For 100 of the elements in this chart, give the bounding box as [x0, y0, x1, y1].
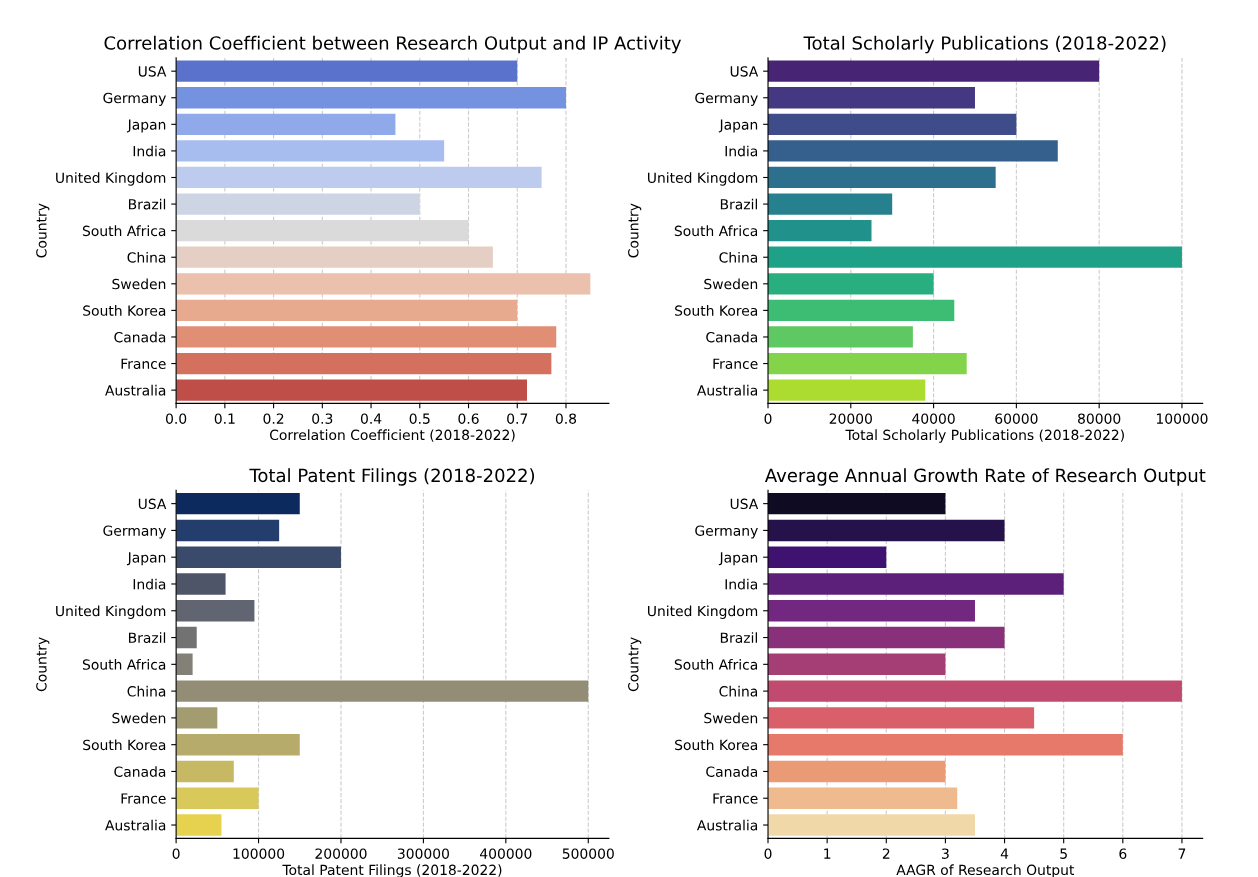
chart-title: Total Scholarly Publications (2018-2022) — [803, 35, 1166, 54]
y-tick-label: Japan — [126, 119, 166, 133]
x-tick-label: 0.5 — [409, 413, 430, 424]
bar — [176, 140, 445, 162]
y-tick-label: Brazil — [129, 632, 166, 644]
x-tick-label: 0.0 — [165, 413, 187, 424]
x-tick-label: 0 — [764, 413, 772, 424]
x-tick-label: 3 — [942, 848, 949, 859]
y-tick-label: South Korea — [675, 739, 758, 751]
chart-title: Total Patent Filings (2018-2022) — [249, 468, 535, 486]
y-tick-label: Sweden — [704, 278, 758, 290]
y-tick-label: South Africa — [82, 225, 166, 237]
y-tick-label: USA — [138, 66, 167, 77]
y-axis-title: Country — [628, 637, 642, 692]
y-tick-label: USA — [730, 498, 759, 510]
x-axis-title: Total Patent Filings (2018-2022) — [282, 864, 502, 877]
y-tick-label: Australia — [105, 819, 166, 831]
bar — [768, 653, 946, 676]
y-tick-label: South Korea — [83, 739, 166, 751]
x-tick-label: 7 — [1178, 848, 1186, 859]
y-axis-title: Country — [628, 203, 642, 258]
x-tick-label: 0.2 — [263, 413, 284, 424]
y-tick-label: France — [713, 793, 758, 804]
x-tick-label: 60000 — [995, 413, 1038, 424]
y-tick-label: India — [725, 145, 758, 157]
bar — [768, 573, 1064, 595]
y-tick-label: South Africa — [82, 659, 166, 670]
y-tick-label: China — [719, 685, 758, 697]
y-tick-label: Canada — [114, 331, 166, 343]
y-tick-label: Japan — [718, 119, 758, 133]
bar — [176, 60, 518, 82]
bar — [768, 326, 913, 348]
y-tick-label: China — [719, 251, 758, 263]
x-tick-label: 0 — [172, 848, 180, 859]
bar — [176, 379, 527, 401]
bar — [176, 787, 259, 809]
y-tick-label: Germany — [695, 525, 758, 539]
bar — [768, 193, 893, 215]
chart-title: Average Annual Growth Rate of Research Output — [764, 468, 1206, 486]
x-tick-label: 2 — [882, 848, 890, 859]
bar — [176, 733, 300, 756]
bar — [176, 166, 542, 189]
x-tick-label: 200000 — [315, 848, 367, 859]
x-tick-label: 0.8 — [555, 413, 577, 424]
y-axis-title: Country — [36, 637, 50, 692]
y-tick-label: Canada — [706, 331, 758, 343]
y-tick-label: United Kingdom — [648, 605, 758, 619]
bar — [768, 246, 1182, 268]
y-tick-label: Australia — [105, 384, 166, 396]
y-tick-label: Brazil — [720, 198, 757, 210]
y-tick-label: Japan — [718, 552, 758, 566]
bar — [176, 519, 280, 542]
bar — [768, 87, 975, 109]
y-tick-label: Sweden — [112, 278, 166, 290]
bar — [176, 573, 226, 595]
bar — [768, 546, 887, 568]
x-tick-label: 0.4 — [360, 413, 382, 424]
x-tick-label: 6 — [1119, 848, 1127, 859]
y-tick-label: Germany — [103, 525, 166, 539]
bar — [768, 492, 946, 515]
bar — [768, 113, 1017, 135]
x-tick-label: 400000 — [480, 848, 532, 859]
y-tick-label: Japan — [126, 552, 166, 566]
y-tick-label: France — [121, 793, 166, 804]
x-tick-label: 40000 — [912, 413, 955, 424]
y-tick-label: South Africa — [674, 659, 758, 670]
bar — [768, 519, 1005, 542]
y-tick-label: Canada — [706, 766, 758, 777]
y-tick-label: Australia — [696, 819, 758, 831]
bar — [768, 733, 1123, 756]
bar — [768, 600, 975, 622]
bar — [176, 299, 518, 322]
y-tick-label: United Kingdom — [56, 172, 166, 186]
x-tick-label: 100000 — [1156, 413, 1208, 424]
x-tick-label: 0.7 — [507, 413, 528, 424]
bar — [768, 680, 1182, 702]
bar — [768, 140, 1058, 162]
bar — [176, 707, 218, 729]
y-tick-label: India — [725, 578, 758, 590]
bar — [768, 814, 975, 836]
bar — [176, 246, 493, 268]
bar — [768, 352, 967, 375]
y-tick-label: South Africa — [674, 225, 758, 237]
bar — [768, 379, 926, 401]
x-axis-title: AAGR of Research Output — [896, 864, 1075, 877]
y-tick-label: France — [121, 358, 166, 370]
x-tick-label: 300000 — [397, 848, 449, 859]
bar — [176, 193, 420, 215]
y-tick-label: Sweden — [704, 712, 758, 724]
bar — [768, 273, 934, 295]
y-tick-label: Canada — [114, 766, 166, 777]
x-tick-label: 20000 — [829, 413, 872, 424]
y-tick-label: India — [133, 578, 166, 590]
x-tick-label: 5 — [1060, 848, 1067, 859]
bar — [768, 60, 1100, 82]
bar — [768, 707, 1035, 729]
y-tick-label: South Korea — [675, 305, 758, 316]
bar — [176, 220, 469, 242]
bar — [176, 87, 566, 109]
x-tick-label: 100000 — [233, 848, 285, 859]
